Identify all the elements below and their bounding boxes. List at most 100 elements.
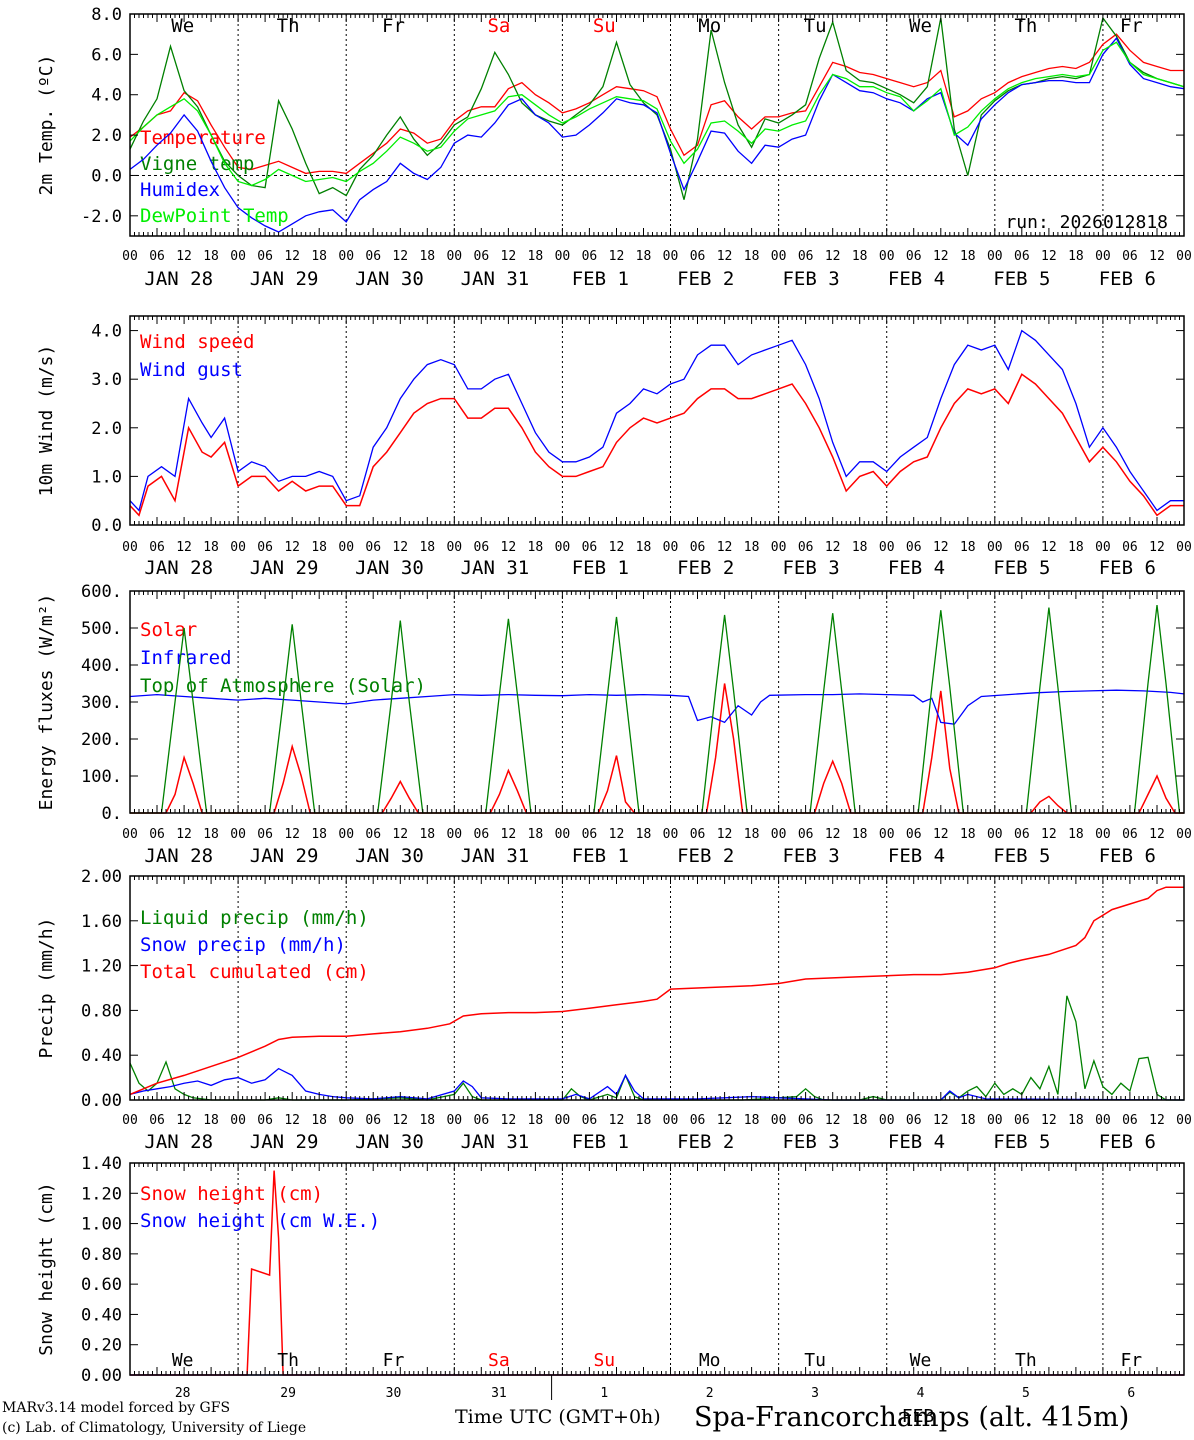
hour-label: 06: [1122, 540, 1138, 555]
hour-label: 18: [960, 249, 976, 264]
hour-label: 12: [609, 249, 625, 264]
hour-label: 12: [1149, 540, 1165, 555]
date-label: JAN 31: [461, 557, 530, 579]
hour-label: 12: [501, 827, 517, 842]
hour-label: 12: [392, 249, 408, 264]
day-of-week-label: Fr: [1120, 15, 1143, 37]
series-line-dewpoint-temp: [129, 41, 1185, 187]
hour-label: 12: [1041, 1113, 1057, 1128]
hour-label: 06: [149, 540, 165, 555]
date-label: JAN 31: [461, 845, 530, 867]
y-tick-label: 200.: [81, 730, 122, 750]
x-axis-title-text: Time UTC (GMT+0h): [455, 1406, 661, 1428]
hour-label: 06: [474, 249, 490, 264]
snow-day-label: Th: [277, 1350, 299, 1371]
hour-label: 18: [419, 1113, 435, 1128]
hour-label: 12: [501, 540, 517, 555]
y-tick-label: 0.40: [81, 1305, 122, 1325]
snow-day-number: 5: [1022, 1386, 1030, 1401]
hour-label: 12: [501, 249, 517, 264]
hour-label: 06: [798, 1113, 814, 1128]
hour-label: 06: [690, 827, 706, 842]
series-line-solar: [130, 683, 1184, 814]
hour-label: 00: [1095, 827, 1111, 842]
series-line-top-of-atmosphere-solar-: [130, 605, 1184, 814]
date-label: FEB 5: [993, 268, 1050, 290]
y-tick-label: 0.80: [81, 1245, 122, 1265]
snow-day-label: We: [172, 1350, 194, 1371]
snow-day-label: Fr: [383, 1350, 405, 1371]
hour-label: 18: [203, 249, 219, 264]
hour-label: 12: [825, 249, 841, 264]
hour-label: 06: [690, 249, 706, 264]
date-label: JAN 31: [461, 268, 530, 290]
hour-label: 12: [501, 1113, 517, 1128]
hour-label: 00: [230, 540, 246, 555]
hour-label: 12: [176, 540, 192, 555]
day-of-week-label: Sa: [487, 15, 510, 37]
hour-label: 12: [933, 1113, 949, 1128]
hour-label: 18: [419, 827, 435, 842]
hour-label: 18: [852, 540, 868, 555]
hour-label: 00: [230, 1113, 246, 1128]
model-credit-text: MARv3.14 model forced by GFS: [2, 1400, 231, 1416]
date-label: FEB 1: [572, 268, 629, 290]
date-label: JAN 28: [144, 557, 213, 579]
y-axis-label: 2m Temp. (ºC): [36, 55, 57, 196]
date-label: JAN 28: [144, 1131, 213, 1153]
hour-label: 00: [338, 1113, 354, 1128]
station-title: Spa-Francorchamps (alt. 415m): [694, 1402, 1129, 1433]
hour-label: 18: [852, 249, 868, 264]
panel-energy: Solar Infrared Top of Atmosphere (Solar) 0.…: [36, 582, 1192, 867]
y-tick-label: 100.: [81, 767, 122, 787]
hour-label: 18: [744, 249, 760, 264]
hour-label: 00: [446, 249, 462, 264]
y-tick-label: 4.0: [91, 86, 122, 106]
time-ticks: [129, 316, 1185, 525]
hour-label: 00: [446, 1113, 462, 1128]
day-of-week-label: Mo: [698, 15, 721, 37]
snow-day-label: We: [910, 1350, 932, 1371]
hour-label: 00: [663, 827, 679, 842]
hour-label: 00: [1176, 249, 1192, 264]
hour-label: 00: [663, 1113, 679, 1128]
hour-label: 18: [744, 827, 760, 842]
panel-snow: Snow height (cm) Snow height (cm W.E.) 0.0…: [36, 1154, 1185, 1386]
hour-label: 12: [717, 540, 733, 555]
legend-snow-height-cm-w-e-: Snow height (cm W.E.): [140, 1210, 380, 1232]
date-label: FEB 4: [888, 1131, 945, 1153]
hour-label: 00: [230, 249, 246, 264]
legend-temperature: Temperature: [140, 127, 266, 149]
series-line-snow-height-cm-: [130, 1170, 1184, 1376]
date-label: FEB 5: [993, 557, 1050, 579]
y-tick-label: 2.0: [91, 419, 122, 439]
hour-label: 00: [1176, 1113, 1192, 1128]
snow-day-number: 1: [600, 1386, 608, 1401]
hour-label: 06: [1122, 827, 1138, 842]
hour-label: 00: [879, 827, 895, 842]
legend-wind-gust: Wind gust: [140, 359, 243, 381]
y-axis-label: Energy fluxes (W/m²): [36, 594, 57, 811]
hour-label: 12: [717, 249, 733, 264]
date-label: JAN 31: [461, 1131, 530, 1153]
hour-label: 12: [717, 827, 733, 842]
hour-label: 12: [825, 827, 841, 842]
hour-label: 00: [987, 1113, 1003, 1128]
hour-label: 06: [257, 827, 273, 842]
panel-temp: Temperature Vigne temp Humidex DewPoint Tem…: [36, 5, 1192, 290]
hour-label: 06: [149, 1113, 165, 1128]
legend-total-cumulated-cm-: Total cumulated (cm): [140, 961, 369, 983]
date-label: FEB 3: [782, 268, 839, 290]
legend-top-of-atmosphere-solar-: Top of Atmosphere (Solar): [140, 675, 426, 697]
hour-label: 18: [419, 249, 435, 264]
hour-label: 06: [1122, 1113, 1138, 1128]
hour-label: 06: [1014, 540, 1030, 555]
hour-label: 06: [1014, 1113, 1030, 1128]
legend-dewpoint-temp: DewPoint Temp: [140, 205, 289, 227]
hour-label: 12: [284, 1113, 300, 1128]
time-ticks: [129, 876, 1185, 1100]
y-tick-label: -2.0: [81, 207, 122, 227]
hour-label: 00: [446, 827, 462, 842]
y-tick-label: 1.40: [81, 1154, 122, 1174]
date-label: FEB 2: [677, 1131, 734, 1153]
